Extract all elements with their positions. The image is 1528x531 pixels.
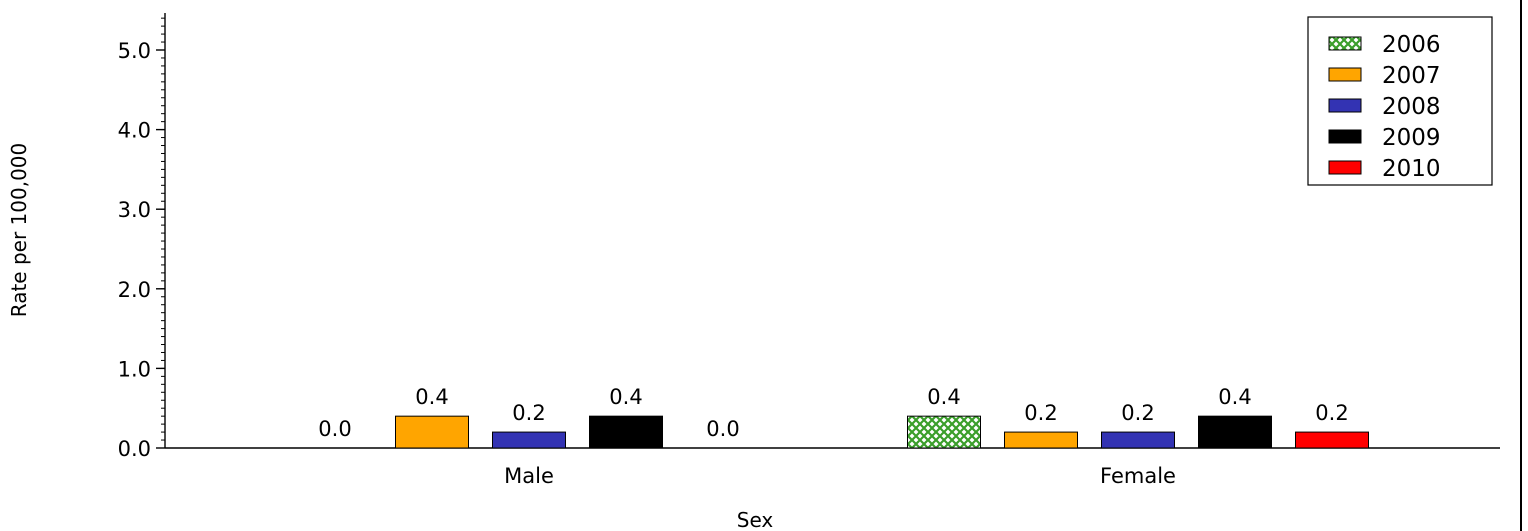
legend-label: 2007	[1382, 63, 1441, 89]
bar-2007-female	[1004, 431, 1078, 449]
data-label: 0.0	[706, 417, 739, 441]
x-tick-label: Female	[1100, 464, 1176, 488]
y-tick-label: 2.0	[118, 278, 151, 302]
data-label: 0.2	[1315, 401, 1348, 425]
legend-swatch	[1328, 36, 1362, 51]
data-label: 0.4	[415, 385, 448, 409]
legend-swatch	[1328, 98, 1362, 113]
data-label: 0.0	[318, 417, 351, 441]
data-label: 0.2	[512, 401, 545, 425]
y-tick-label: 3.0	[118, 198, 151, 222]
legend-swatch	[1328, 67, 1362, 82]
legend-swatch	[1328, 129, 1362, 144]
bar-2008-male	[492, 431, 566, 449]
legend: 2006 2007 2008 2009 2010	[1307, 16, 1493, 186]
legend-label: 2008	[1382, 94, 1441, 120]
legend-label: 2010	[1382, 156, 1441, 182]
legend-swatch	[1328, 160, 1362, 175]
bar-2009-male	[589, 415, 663, 449]
bar-2008-female	[1101, 431, 1175, 449]
axes: 0.0 1.0 2.0 3.0 4.0 5.0 Male Female	[118, 0, 1522, 531]
bar-2006-female	[907, 415, 981, 449]
data-label: 0.2	[1121, 401, 1154, 425]
y-tick-label: 1.0	[118, 357, 151, 381]
bar-2007-male	[395, 415, 469, 449]
bar-2009-female	[1198, 415, 1272, 449]
x-axis-label: Sex	[737, 508, 774, 531]
bars: 0.0 0.4 0.2 0.4 0.0 0.4 0.2 0.2 0.4 0.2	[318, 385, 1369, 449]
y-tick-label: 4.0	[118, 119, 151, 143]
y-tick-label: 0.0	[118, 437, 151, 461]
y-tick-label: 5.0	[118, 39, 151, 63]
data-label: 0.4	[1218, 385, 1251, 409]
y-axis-label: Rate per 100,000	[7, 143, 31, 318]
data-label: 0.2	[1024, 401, 1057, 425]
data-label: 0.4	[609, 385, 642, 409]
bar-2010-female	[1295, 431, 1369, 449]
data-label: 0.4	[927, 385, 960, 409]
legend-label: 2006	[1382, 32, 1441, 58]
x-tick-label: Male	[504, 464, 554, 488]
legend-label: 2009	[1382, 125, 1441, 151]
